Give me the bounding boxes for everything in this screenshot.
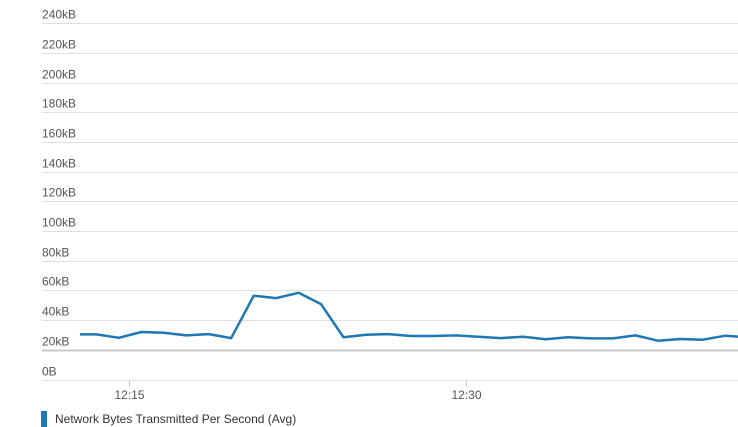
y-tick-label: 60kB	[42, 275, 69, 289]
y-tick-label: 100kB	[42, 216, 76, 230]
legend-swatch	[41, 411, 47, 427]
y-tick-label: 220kB	[42, 38, 76, 52]
y-tick-label: 160kB	[42, 127, 76, 141]
y-tick-label: 0B	[42, 365, 57, 379]
x-tick-label: 12:30	[451, 388, 481, 402]
y-tick-label: 200kB	[42, 68, 76, 82]
y-tick-label: 120kB	[42, 186, 76, 200]
x-tick-label: 12:15	[114, 388, 144, 402]
legend[interactable]: Network Bytes Transmitted Per Second (Av…	[41, 411, 296, 427]
series-line[interactable]	[74, 291, 738, 342]
y-tick-label: 20kB	[42, 335, 69, 349]
y-tick-label: 80kB	[42, 246, 69, 260]
legend-label: Network Bytes Transmitted Per Second (Av…	[55, 412, 297, 426]
y-tick-label: 140kB	[42, 157, 76, 171]
y-tick-label: 180kB	[42, 97, 76, 111]
y-tick-label: 240kB	[42, 8, 76, 22]
y-tick-label: 40kB	[42, 305, 69, 319]
